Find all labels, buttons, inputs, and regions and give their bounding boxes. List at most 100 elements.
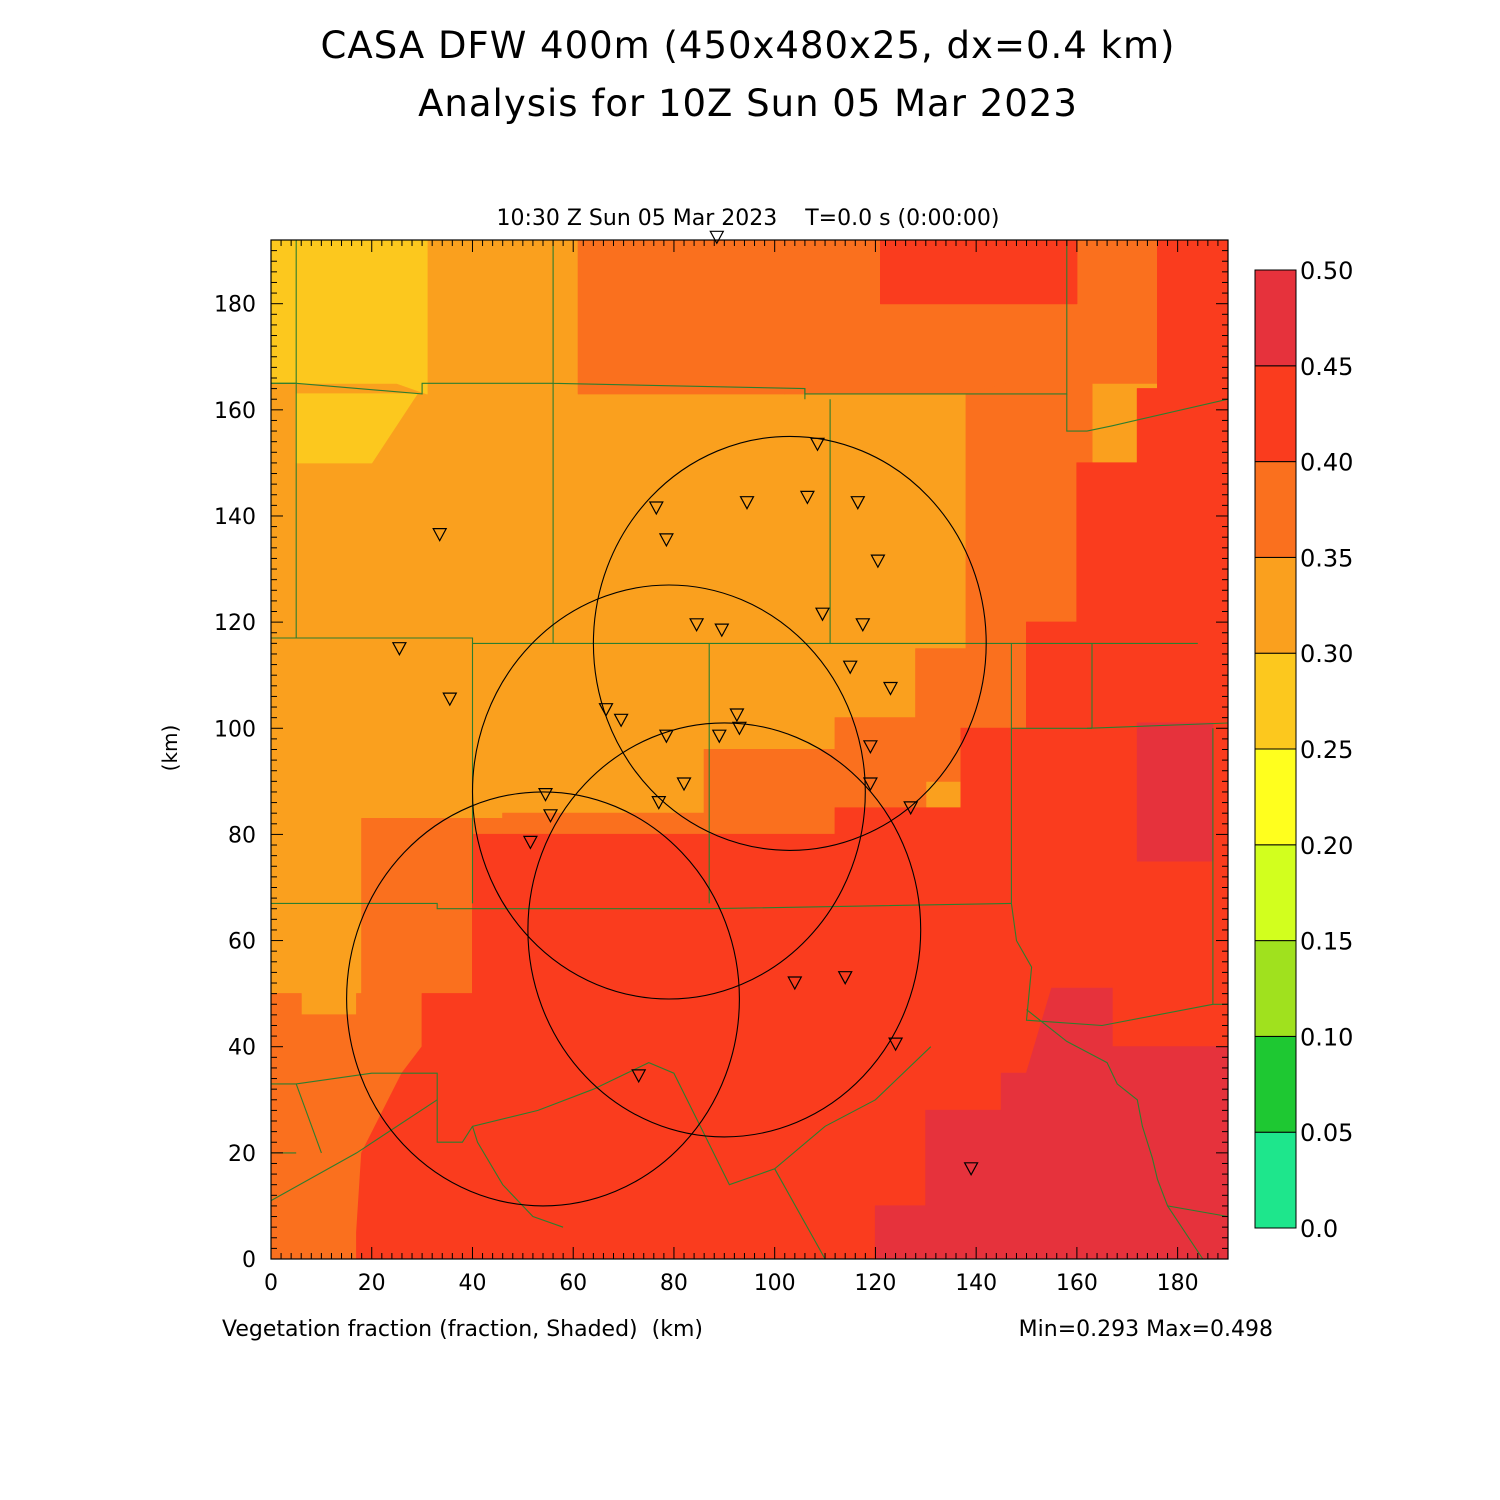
county-boundary-19 <box>1026 1009 1228 1218</box>
county-boundary-20 <box>271 1046 932 1186</box>
station-marker-12 <box>855 618 871 633</box>
station-marker-6 <box>799 490 815 505</box>
colorbar-label-10: 0.50 <box>1300 257 1353 285</box>
y-tick-label: 100 <box>214 717 256 742</box>
x-tick-label: 180 <box>1157 1271 1199 1296</box>
x-tick-label: 140 <box>955 1271 997 1296</box>
y-tick-label: 20 <box>228 1142 256 1167</box>
field-label: Vegetation fraction (fraction, Shaded) (… <box>222 1317 703 1342</box>
colorbar-label-0: 0.0 <box>1300 1215 1338 1243</box>
y-tick-label: 40 <box>228 1036 256 1061</box>
county-boundary-3 <box>804 240 1068 395</box>
colorbar-swatch-8 <box>1254 365 1297 463</box>
station-marker-10 <box>714 623 730 638</box>
station-marker-1 <box>809 437 826 452</box>
colorbar-swatch-4 <box>1254 748 1297 846</box>
radar-station-markers <box>391 230 979 1177</box>
county-boundary-25 <box>774 1168 826 1259</box>
county-boundary-22 <box>295 1083 322 1154</box>
county-boundary-4 <box>1066 393 1087 432</box>
colorbar-swatch-6 <box>1254 556 1297 654</box>
colorbar-swatch-3 <box>1254 844 1297 942</box>
y-tick-label: 120 <box>214 611 256 636</box>
station-marker-31 <box>787 976 803 991</box>
x-tick-label: 40 <box>459 1271 487 1296</box>
county-boundary-18 <box>1010 903 1214 1027</box>
shaded-region-6 <box>965 382 1093 650</box>
x-tick-label: 60 <box>559 1271 587 1296</box>
station-marker-2 <box>432 527 448 542</box>
station-marker-16 <box>882 681 899 696</box>
radar-range-rings <box>346 435 987 1207</box>
station-marker-5 <box>739 496 755 510</box>
time-subtitle: 10:30 Z Sun 05 Mar 2023 T=0.0 s (0:00:00… <box>496 206 999 231</box>
county-boundary-21 <box>271 1099 438 1202</box>
x-tick-label: 0 <box>264 1271 278 1296</box>
y-tick-label: 0 <box>242 1248 256 1273</box>
station-marker-29 <box>862 777 878 792</box>
map-panel: 0 20 40 60 80 100 120 140 160 180 0 20 40 60 80 100 120 1… <box>214 230 1229 1296</box>
colorbar-swatch-2 <box>1254 940 1297 1037</box>
min-max-label: Min=0.293 Max=0.498 <box>1019 1317 1273 1342</box>
station-marker-22 <box>731 721 747 736</box>
station-marker-21 <box>729 708 745 723</box>
station-marker-4 <box>658 533 674 548</box>
colorbar-swatch-5 <box>1254 652 1297 750</box>
shaded-region-1 <box>271 240 428 395</box>
y-tick-label: 60 <box>228 930 256 955</box>
colorbar-label-5: 0.25 <box>1300 736 1353 764</box>
colorbar-label-8: 0.40 <box>1300 449 1353 477</box>
y-tick-label: 180 <box>214 293 256 318</box>
figure-title-line1: CASA DFW 400m (450x480x25, dx=0.4 km) <box>321 24 1176 67</box>
station-marker-34 <box>631 1069 647 1084</box>
range-ring-0 <box>592 435 987 851</box>
county-boundary-9 <box>271 637 1198 644</box>
station-marker-15 <box>842 660 858 675</box>
station-marker-28 <box>676 777 692 792</box>
station-marker-30 <box>903 801 919 816</box>
colorbar: 0.0 0.05 0.10 0.15 0.20 0.25 0.30 0.35 0.40 0.45 0… <box>1254 257 1353 1243</box>
station-marker-11 <box>814 607 831 622</box>
colorbar-label-9: 0.45 <box>1300 353 1353 381</box>
x-tick-label: 100 <box>754 1271 796 1296</box>
station-marker-7 <box>850 496 866 510</box>
shaded-region-16 <box>356 240 1228 1259</box>
figure-title-line2: Analysis for 10Z Sun 05 Mar 2023 <box>418 82 1078 125</box>
county-boundary-5 <box>1086 398 1228 432</box>
county-boundary-16 <box>271 902 1012 910</box>
shaded-region-15 <box>880 240 1078 305</box>
colorbar-swatch-0 <box>1254 1131 1297 1229</box>
station-marker-23 <box>862 740 878 755</box>
county-boundary-14 <box>1086 722 1228 729</box>
shaded-region-18 <box>874 1205 1228 1259</box>
colorbar-label-3: 0.15 <box>1300 928 1353 956</box>
colorbar-label-6: 0.30 <box>1300 640 1353 668</box>
station-marker-13 <box>391 642 407 656</box>
y-tick-label: 80 <box>228 823 256 848</box>
x-tick-label: 120 <box>854 1271 896 1296</box>
colorbar-label-1: 0.05 <box>1300 1119 1353 1147</box>
station-marker-19 <box>658 729 674 744</box>
station-marker-0 <box>709 230 725 245</box>
colorbar-swatch-7 <box>1254 461 1297 558</box>
station-marker-8 <box>870 554 886 569</box>
county-boundary-1 <box>271 382 554 395</box>
x-tick-label: 160 <box>1056 1271 1098 1296</box>
shaded-region-3 <box>577 240 786 395</box>
station-marker-25 <box>542 809 559 824</box>
station-marker-24 <box>537 787 554 802</box>
colorbar-label-7: 0.35 <box>1300 544 1353 572</box>
axis-ticks: 0 20 40 60 80 100 120 140 160 180 0 20 40 60 80 100 120 1… <box>214 239 1229 1296</box>
shaded-region-17 <box>522 987 1228 1259</box>
station-marker-9 <box>689 618 705 633</box>
range-ring-2 <box>527 722 922 1138</box>
county-boundaries <box>271 240 1228 1259</box>
y-axis-label: (km) <box>158 725 182 772</box>
shaded-region-19 <box>1136 722 1214 862</box>
county-boundary-24 <box>471 1126 564 1228</box>
station-marker-33 <box>888 1037 904 1052</box>
colorbar-swatch-9 <box>1254 269 1297 367</box>
station-marker-35 <box>963 1162 979 1177</box>
y-tick-label: 140 <box>214 505 256 530</box>
station-marker-14 <box>442 692 458 707</box>
